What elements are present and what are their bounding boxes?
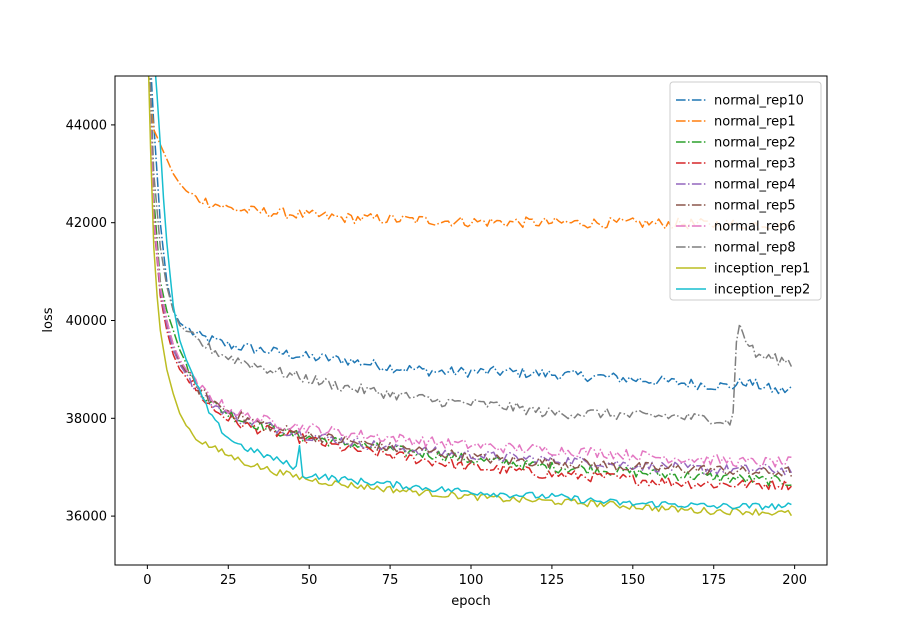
x-tick-label: 100 [459,573,484,588]
legend-label-normal_rep1: normal_rep1 [714,115,796,130]
legend-label-normal_rep10: normal_rep10 [714,94,804,109]
series-line-normal_rep10 [150,76,792,395]
series-layer [147,76,793,517]
y-tick-label: 38000 [66,412,107,427]
legend-label-normal_rep6: normal_rep6 [714,220,796,235]
legend: normal_rep10 normal_rep1 normal_rep2normal… [669,81,822,301]
x-tick-label: 150 [620,573,645,588]
x-tick-label: 125 [539,573,564,588]
legend-label-normal_rep5: normal_rep5 [714,199,796,214]
x-axis-label: epoch [451,594,491,609]
y-axis-label: loss [41,307,56,332]
y-tick-label: 40000 [66,314,107,329]
y-axis: 36000 38000 40000 42000 44000 [66,118,115,525]
series-line-normal_rep6 [148,76,792,468]
x-axis: 0 25 50 75 100 125 150 175 200 [143,565,807,588]
series-line-normal_rep8 [149,76,793,426]
x-tick-label: 175 [701,573,726,588]
x-tick-label: 200 [782,573,807,588]
legend-label-inception_rep1: inception_rep1 [714,262,810,277]
legend-label-normal_rep3: normal_rep3 [714,157,796,172]
legend-label-inception_rep2: inception_rep2 [714,283,810,298]
legend-label-normal_rep8: normal_rep8 [714,241,796,256]
series-line-normal_rep3 [148,76,792,491]
x-tick-label: 25 [220,573,237,588]
x-tick-label: 0 [143,573,151,588]
x-tick-label: 50 [301,573,318,588]
legend-label-normal_rep4: normal_rep4 [714,178,796,193]
series-line-normal_rep5 [148,76,793,477]
series-line-inception_rep2 [154,76,792,511]
legend-label-normal_rep2: normal_rep2 [714,136,796,151]
series-line-inception_rep1 [147,76,793,517]
y-tick-label: 42000 [66,216,107,231]
legend-box [669,81,822,301]
x-tick-label: 75 [382,573,399,588]
y-tick-label: 44000 [66,118,107,133]
y-tick-label: 36000 [66,510,107,525]
